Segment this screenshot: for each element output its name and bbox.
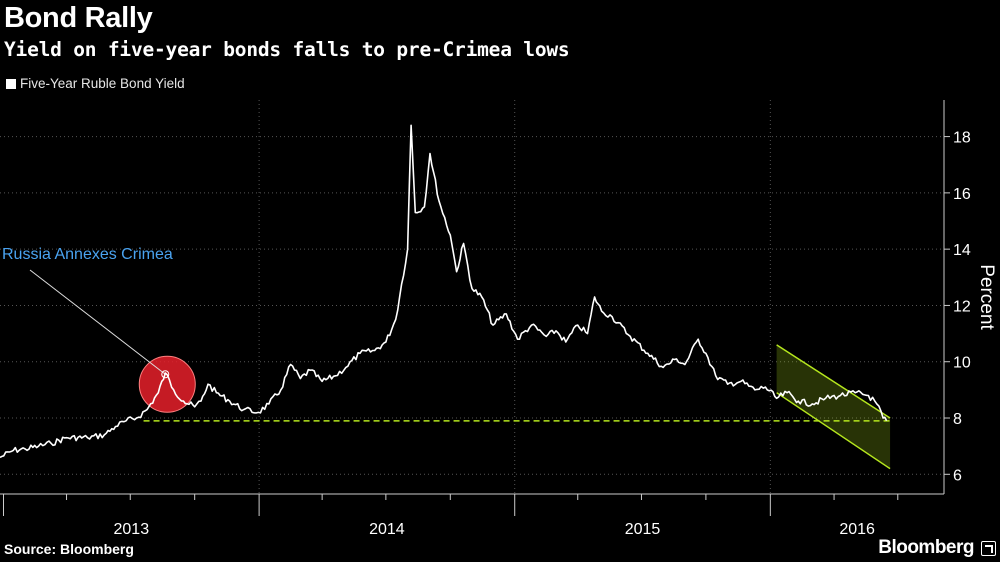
legend: Five-Year Ruble Bond Yield xyxy=(6,76,185,91)
chart-subtitle: Yield on five-year bonds falls to pre-Cr… xyxy=(4,38,570,61)
y-tick-label: 10 xyxy=(953,355,971,372)
channel-lower-line xyxy=(776,392,891,470)
y-tick-label: 14 xyxy=(953,242,971,259)
y-tick-label: 12 xyxy=(953,298,971,315)
brand-logo: Bloomberg xyxy=(878,537,974,558)
source-label: Source: Bloomberg xyxy=(4,541,134,557)
y-tick-label: 16 xyxy=(953,186,971,203)
channel-fill xyxy=(776,344,891,469)
chart-title: Bond Rally xyxy=(4,2,153,34)
x-tick-label: 2013 xyxy=(114,521,150,538)
y-tick-label: 18 xyxy=(953,130,971,147)
annotation-marker xyxy=(161,370,170,379)
annotation-label: Russia Annexes Crimea xyxy=(2,246,173,263)
arrow-icon xyxy=(981,541,996,556)
channel-upper-line xyxy=(776,344,891,419)
x-tick-label: 2016 xyxy=(839,521,875,538)
x-tick-label: 2015 xyxy=(625,521,661,538)
x-tick-label: 2014 xyxy=(369,521,405,538)
legend-label: Five-Year Ruble Bond Yield xyxy=(20,76,185,91)
annotation-pointer xyxy=(29,269,166,375)
series-line-five-year-yield xyxy=(0,124,888,459)
y-axis-label: Percent xyxy=(976,264,997,330)
y-tick-label: 8 xyxy=(953,411,962,428)
highlight-circle xyxy=(138,355,196,413)
legend-swatch xyxy=(6,78,16,89)
y-tick-label: 6 xyxy=(953,467,962,484)
